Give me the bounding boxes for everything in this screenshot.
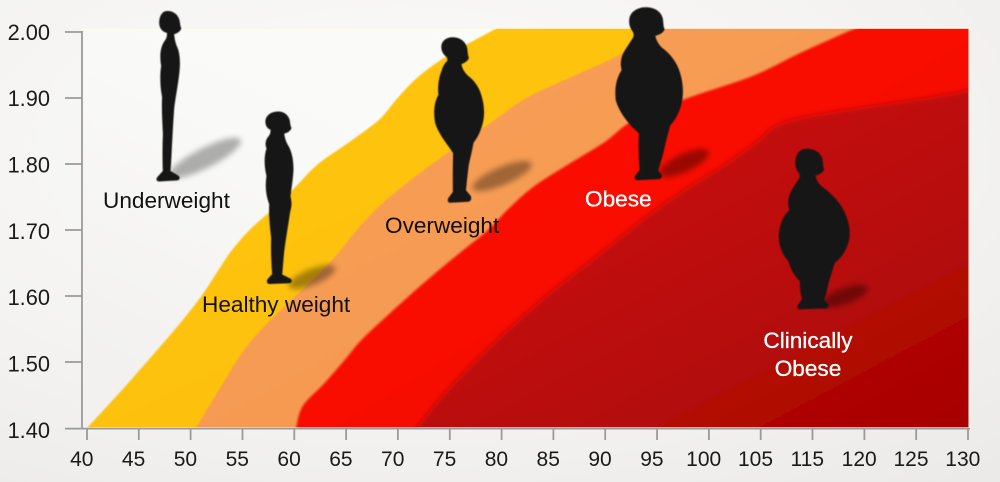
svg-text:95: 95 [640,448,663,471]
svg-text:90: 90 [588,448,611,471]
svg-text:45: 45 [122,448,145,471]
svg-text:Underweight: Underweight [103,188,231,213]
svg-text:Obese: Obese [775,356,842,381]
svg-text:85: 85 [537,448,560,471]
svg-text:1.90: 1.90 [8,86,50,111]
svg-text:Healthy weight: Healthy weight [202,292,351,317]
svg-text:1.50: 1.50 [8,352,50,377]
svg-text:70: 70 [381,448,404,471]
svg-text:Clinically: Clinically [763,328,853,353]
svg-text:125: 125 [893,448,928,471]
svg-text:65: 65 [329,448,352,471]
svg-text:Obese: Obese [585,187,652,212]
svg-text:120: 120 [842,448,877,471]
svg-text:1.70: 1.70 [8,219,50,244]
svg-text:80: 80 [485,448,508,471]
svg-text:Overweight: Overweight [385,213,500,238]
svg-text:40: 40 [70,448,93,471]
svg-text:1.60: 1.60 [8,285,50,310]
svg-text:2.00: 2.00 [8,20,50,45]
svg-text:105: 105 [738,448,773,471]
svg-text:130: 130 [945,448,980,471]
svg-text:1.40: 1.40 [8,418,50,443]
svg-text:75: 75 [433,448,456,471]
svg-text:55: 55 [226,448,249,471]
svg-text:1.80: 1.80 [8,153,50,178]
svg-text:60: 60 [277,448,300,471]
svg-text:100: 100 [686,448,721,471]
svg-text:115: 115 [791,448,824,471]
svg-text:50: 50 [174,448,197,471]
